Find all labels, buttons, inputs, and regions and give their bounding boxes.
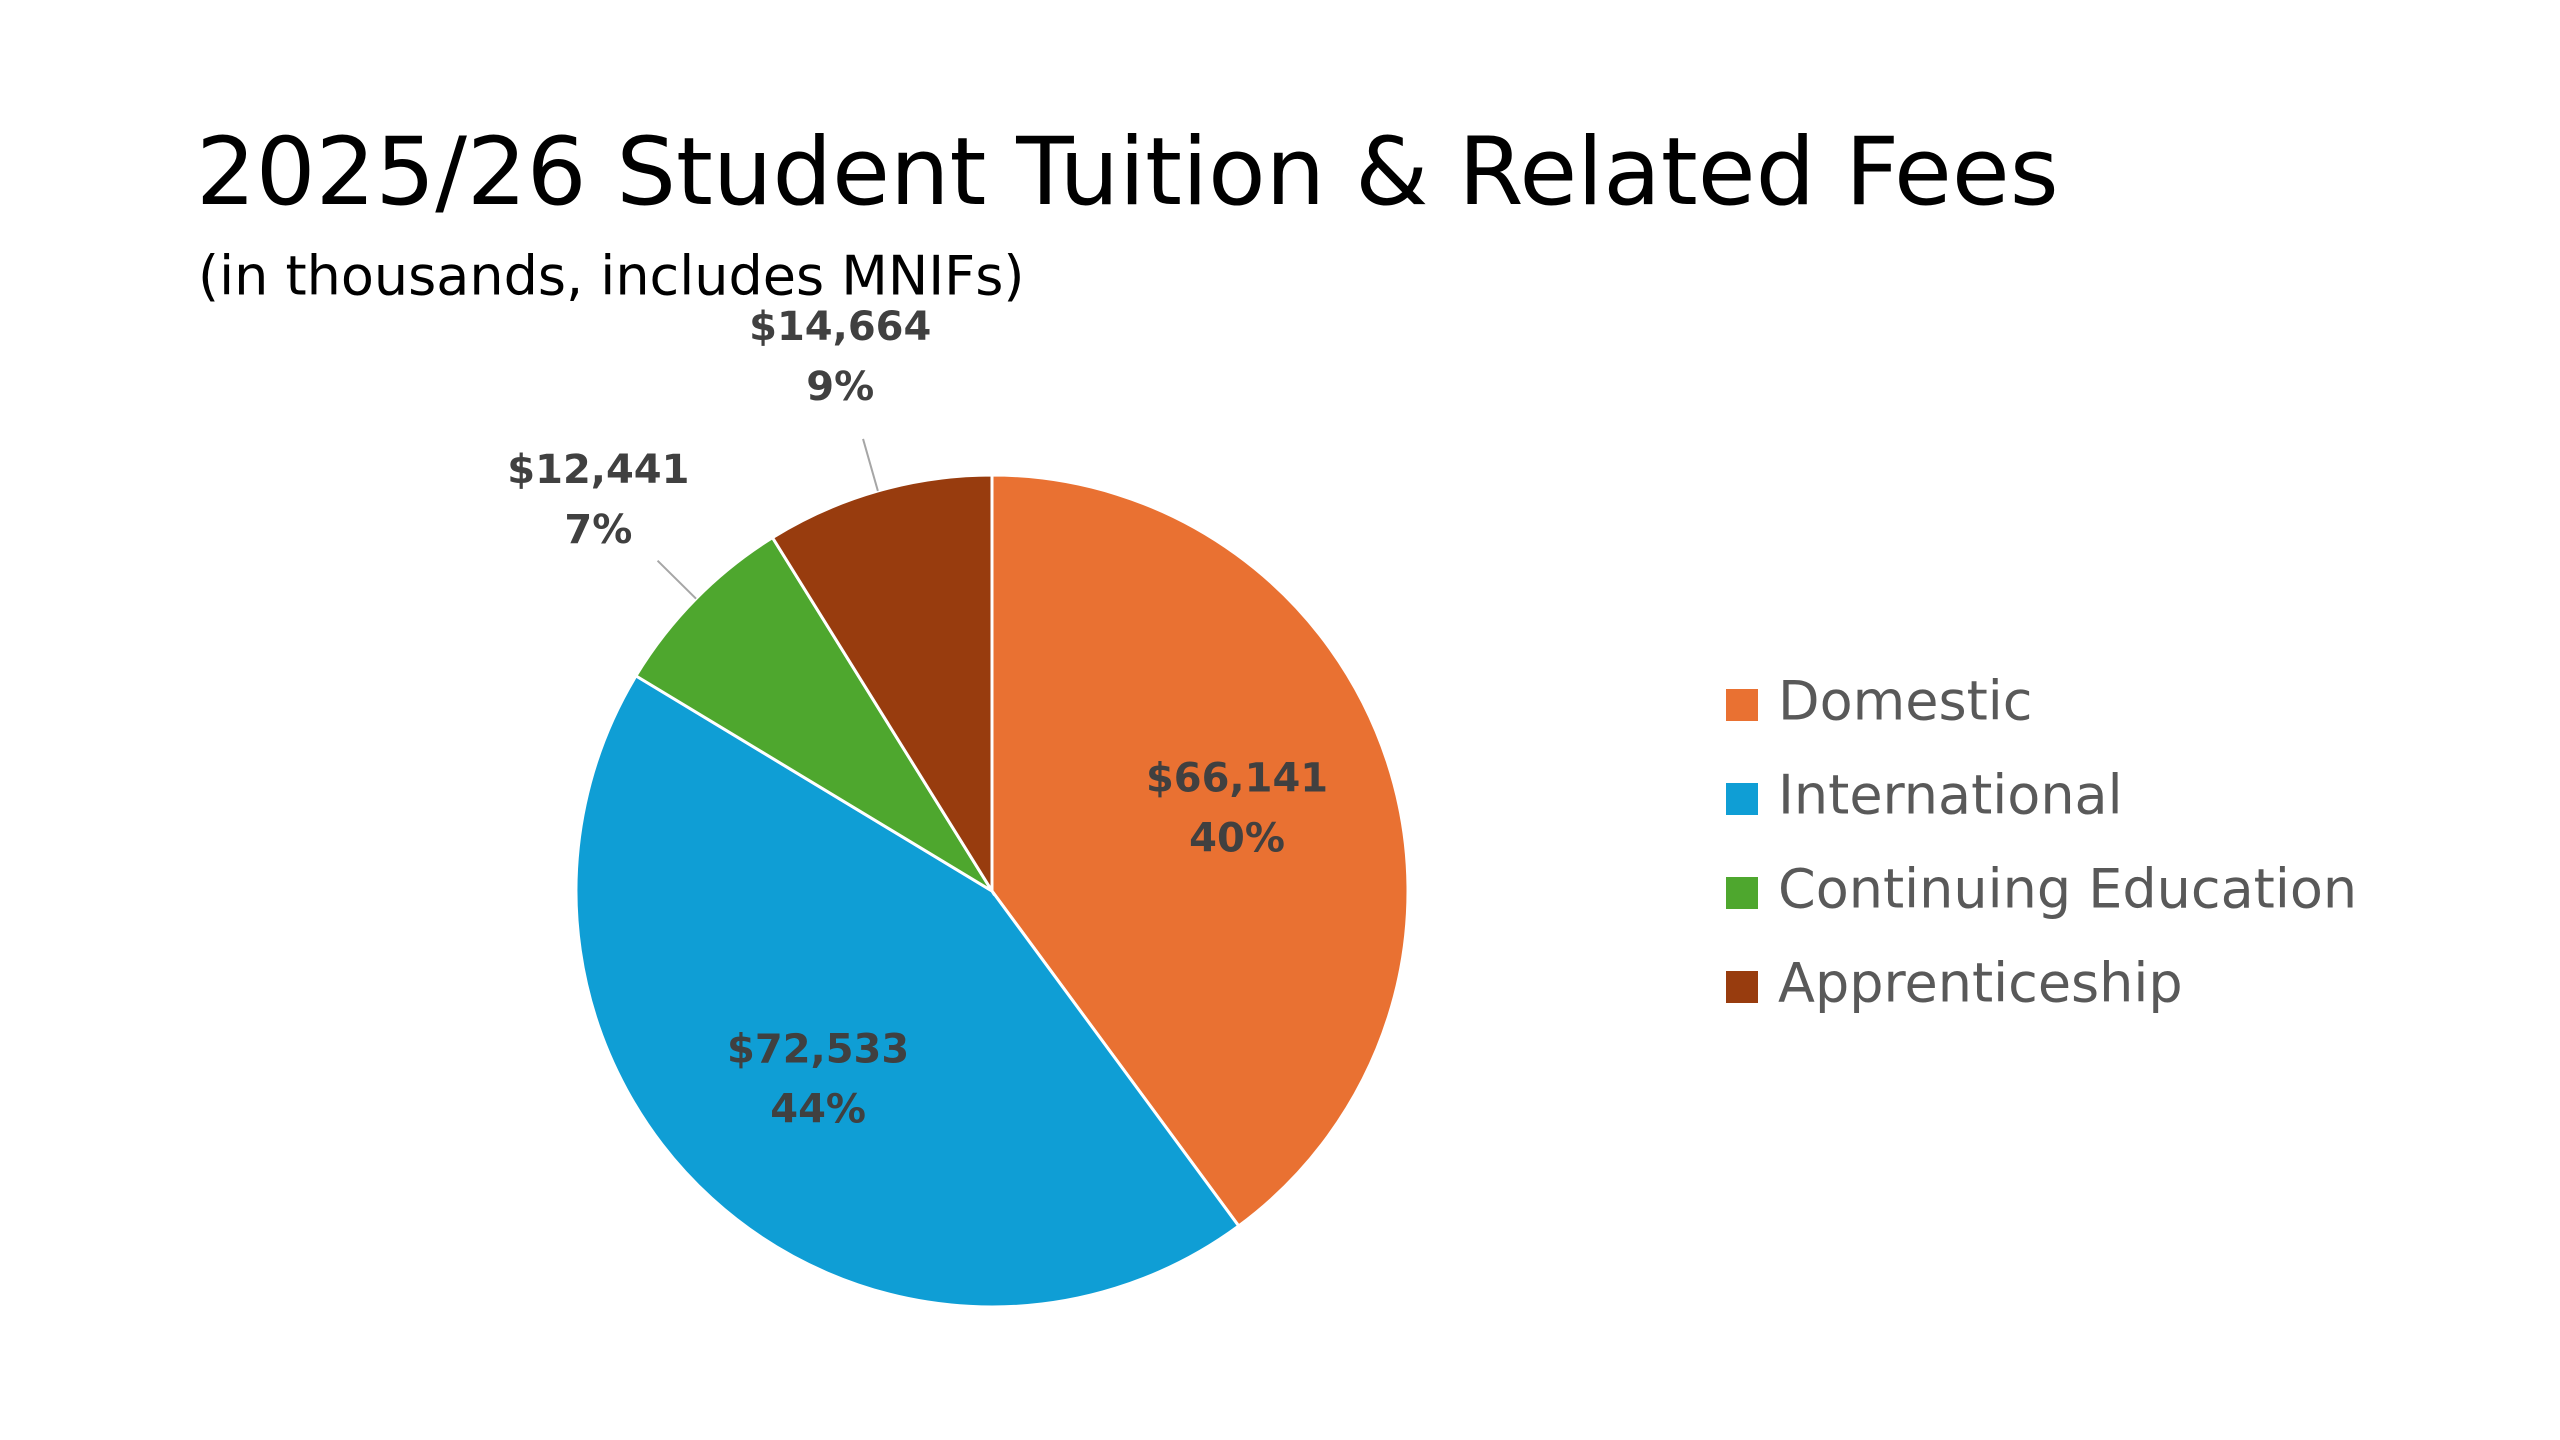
legend-label: International xyxy=(1778,764,2123,827)
percent-label: 9% xyxy=(806,364,874,410)
legend-label: Domestic xyxy=(1778,670,2032,733)
data-label: $14,664 xyxy=(749,304,931,350)
pie-slice xyxy=(990,473,1410,1229)
legend-label: Continuing Education xyxy=(1778,858,2357,921)
percent-label: 44% xyxy=(770,1087,866,1133)
percent-label: 40% xyxy=(1189,816,1285,862)
legend-swatch xyxy=(1726,783,1758,815)
chart-title: 2025/26 Student Tuition & Related Fees xyxy=(196,118,2059,227)
percent-label: 7% xyxy=(564,507,632,553)
legend-swatch xyxy=(1726,971,1758,1003)
data-label: $72,533 xyxy=(727,1027,909,1073)
leader-line xyxy=(656,559,697,600)
leader-line xyxy=(862,438,879,492)
legend-swatch xyxy=(1726,877,1758,909)
data-label: $12,441 xyxy=(507,447,689,493)
data-label: $66,141 xyxy=(1146,756,1328,802)
legend-label: Apprenticeship xyxy=(1778,952,2183,1015)
chart-subtitle: (in thousands, includes MNIFs) xyxy=(198,245,1024,308)
legend-swatch xyxy=(1726,689,1758,721)
pie-slice xyxy=(574,673,1241,1309)
